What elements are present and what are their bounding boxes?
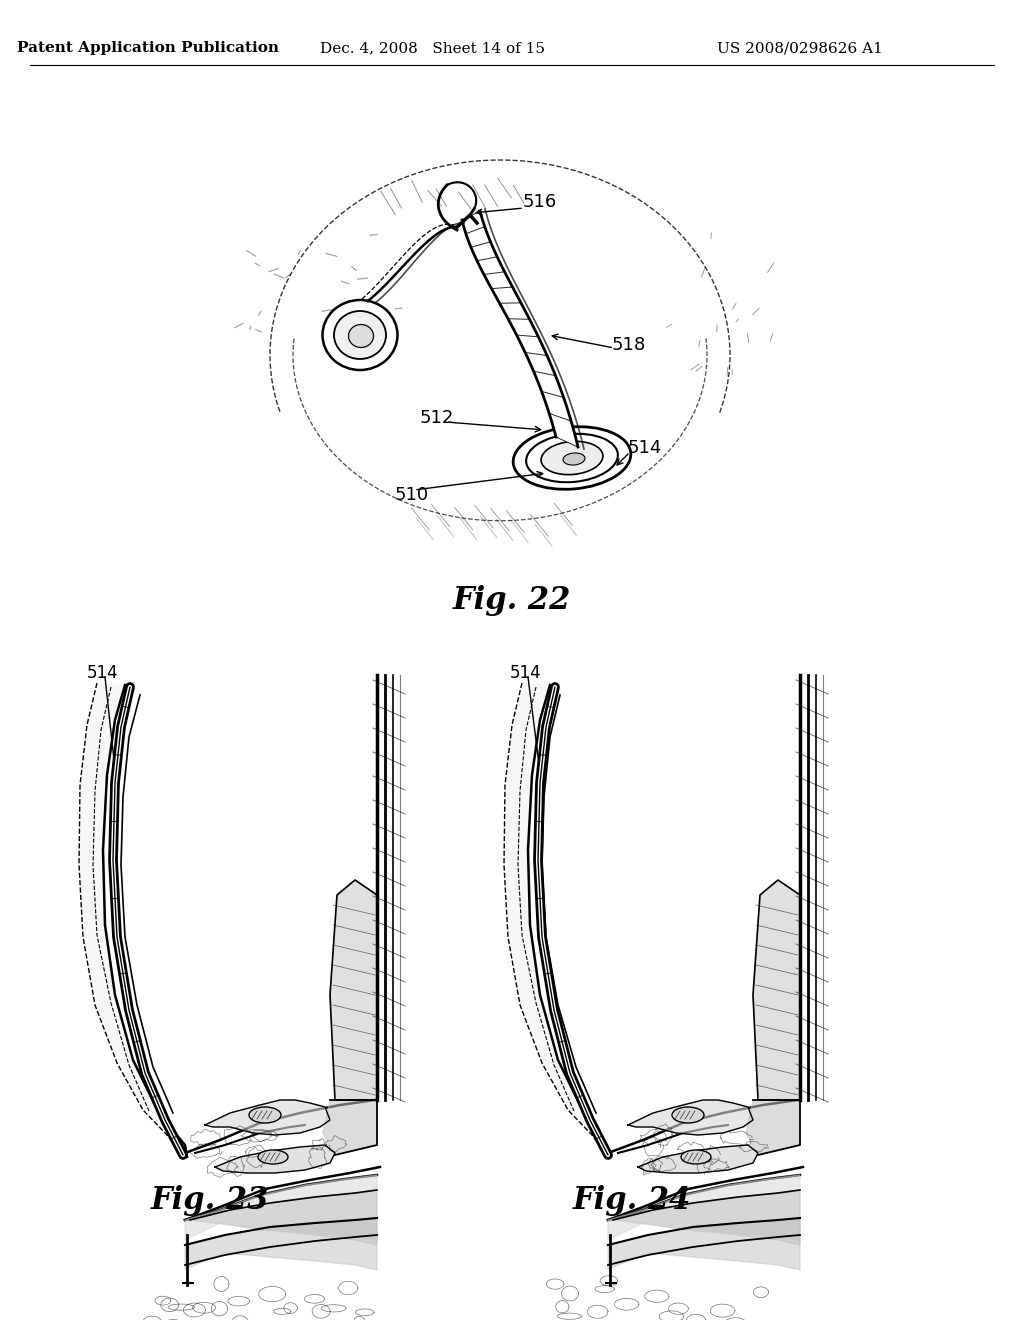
Text: Patent Application Publication: Patent Application Publication <box>17 41 279 55</box>
Text: 510: 510 <box>395 486 429 504</box>
Polygon shape <box>746 1100 800 1155</box>
Polygon shape <box>205 1100 330 1135</box>
Text: Fig. 22: Fig. 22 <box>453 585 571 615</box>
Text: Fig. 23: Fig. 23 <box>151 1184 269 1216</box>
Polygon shape <box>753 880 800 1100</box>
Ellipse shape <box>249 1107 281 1123</box>
Text: US 2008/0298626 A1: US 2008/0298626 A1 <box>717 41 883 55</box>
Ellipse shape <box>323 300 397 370</box>
Ellipse shape <box>541 441 603 475</box>
Ellipse shape <box>563 453 585 465</box>
Polygon shape <box>608 1175 800 1239</box>
Text: Fig. 24: Fig. 24 <box>572 1184 691 1216</box>
Polygon shape <box>79 682 187 1158</box>
Text: 516: 516 <box>523 193 557 211</box>
Ellipse shape <box>526 434 617 482</box>
Text: 518: 518 <box>612 337 646 354</box>
Polygon shape <box>330 880 377 1100</box>
Polygon shape <box>504 682 610 1158</box>
Polygon shape <box>613 1191 800 1245</box>
Polygon shape <box>608 1218 800 1270</box>
Ellipse shape <box>672 1107 705 1123</box>
Polygon shape <box>628 1100 753 1135</box>
Ellipse shape <box>513 426 631 490</box>
Polygon shape <box>185 1175 377 1239</box>
Polygon shape <box>215 1144 335 1173</box>
Ellipse shape <box>258 1150 288 1164</box>
Text: 514: 514 <box>510 664 542 682</box>
Ellipse shape <box>348 325 374 347</box>
Text: 514: 514 <box>628 440 663 457</box>
Text: Dec. 4, 2008   Sheet 14 of 15: Dec. 4, 2008 Sheet 14 of 15 <box>319 41 545 55</box>
Text: 514: 514 <box>87 664 119 682</box>
Polygon shape <box>323 1100 377 1155</box>
Polygon shape <box>190 1191 377 1245</box>
Polygon shape <box>462 211 578 447</box>
Polygon shape <box>185 1218 377 1270</box>
Text: 512: 512 <box>420 409 455 426</box>
Polygon shape <box>638 1144 758 1173</box>
Ellipse shape <box>334 312 386 359</box>
Ellipse shape <box>681 1150 711 1164</box>
